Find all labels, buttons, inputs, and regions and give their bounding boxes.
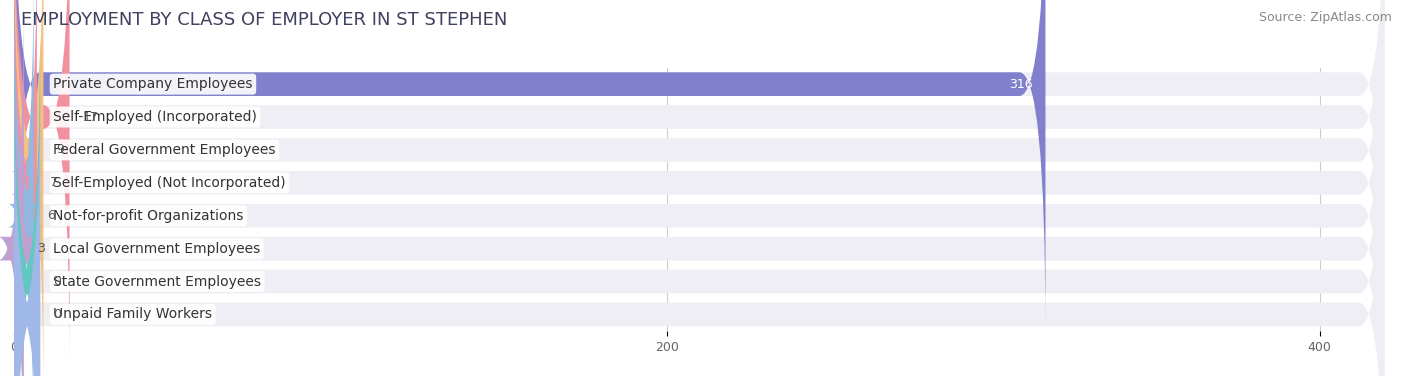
Text: Federal Government Employees: Federal Government Employees (53, 143, 276, 157)
FancyBboxPatch shape (14, 30, 1385, 376)
Text: 316: 316 (1008, 77, 1032, 91)
Circle shape (27, 307, 28, 322)
FancyBboxPatch shape (14, 0, 44, 376)
FancyBboxPatch shape (14, 0, 1385, 376)
Text: 17: 17 (83, 111, 98, 124)
FancyBboxPatch shape (14, 0, 1385, 376)
FancyBboxPatch shape (7, 0, 41, 376)
Circle shape (27, 274, 28, 289)
Text: Self-Employed (Not Incorporated): Self-Employed (Not Incorporated) (53, 176, 285, 190)
Circle shape (27, 176, 28, 190)
Text: Local Government Employees: Local Government Employees (53, 242, 260, 256)
FancyBboxPatch shape (14, 0, 1385, 376)
Text: 0: 0 (53, 308, 62, 321)
FancyBboxPatch shape (11, 0, 41, 376)
Text: Not-for-profit Organizations: Not-for-profit Organizations (53, 209, 243, 223)
FancyBboxPatch shape (14, 0, 1385, 335)
FancyBboxPatch shape (14, 63, 41, 376)
Text: 9: 9 (56, 143, 65, 156)
Text: Private Company Employees: Private Company Employees (53, 77, 253, 91)
Circle shape (27, 241, 28, 256)
Text: State Government Employees: State Government Employees (53, 274, 262, 288)
Text: Self-Employed (Incorporated): Self-Employed (Incorporated) (53, 110, 257, 124)
Text: 3: 3 (37, 242, 45, 255)
FancyBboxPatch shape (14, 30, 41, 376)
Circle shape (27, 110, 28, 124)
FancyBboxPatch shape (14, 63, 1385, 376)
FancyBboxPatch shape (14, 0, 1385, 376)
Text: 6: 6 (46, 209, 55, 222)
FancyBboxPatch shape (14, 0, 1385, 368)
Text: Source: ZipAtlas.com: Source: ZipAtlas.com (1258, 11, 1392, 24)
Circle shape (27, 143, 28, 157)
FancyBboxPatch shape (0, 0, 41, 376)
Circle shape (27, 77, 28, 91)
Text: 7: 7 (51, 176, 58, 190)
FancyBboxPatch shape (14, 0, 69, 368)
Text: 0: 0 (53, 275, 62, 288)
FancyBboxPatch shape (14, 0, 1046, 335)
Text: EMPLOYMENT BY CLASS OF EMPLOYER IN ST STEPHEN: EMPLOYMENT BY CLASS OF EMPLOYER IN ST ST… (21, 11, 508, 29)
Text: Unpaid Family Workers: Unpaid Family Workers (53, 308, 212, 321)
Circle shape (27, 208, 28, 223)
